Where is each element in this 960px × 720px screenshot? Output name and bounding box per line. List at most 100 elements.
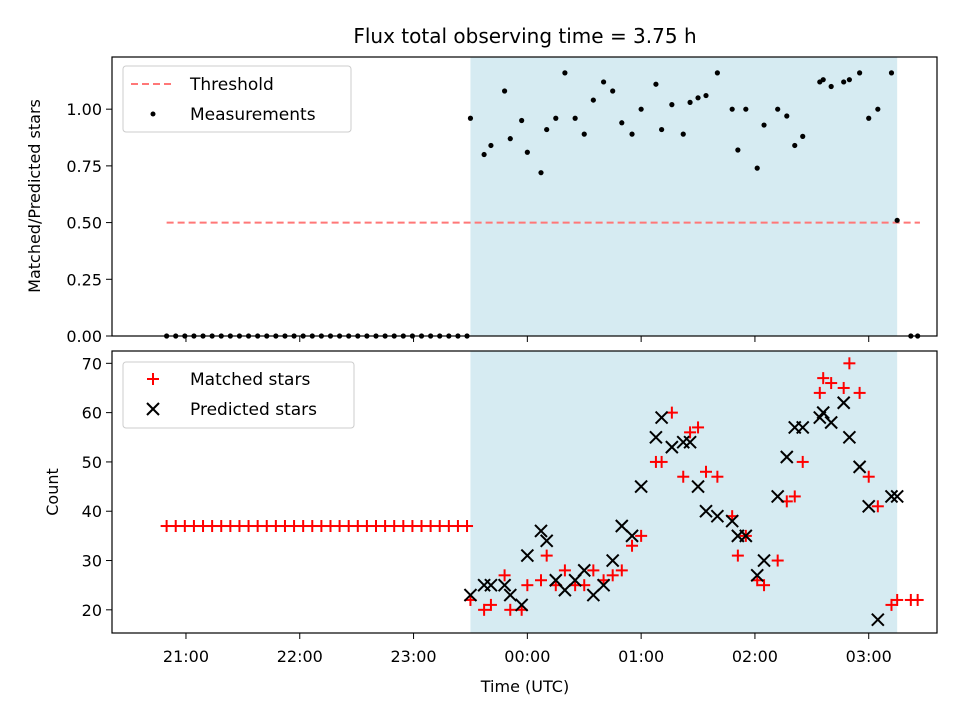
predicted-star-point xyxy=(725,514,739,528)
predicted-star-point xyxy=(558,583,572,597)
observing-window-shade-bottom xyxy=(470,351,898,633)
bottom-panel: 20 30 40 50 60 70 21:00 22:00 23:00 00:00 01:00 02:… xyxy=(43,350,938,696)
top-legend-box xyxy=(122,65,352,133)
top-y-axis-label: Matched/Predicted stars xyxy=(25,99,44,293)
predicted-star-point xyxy=(484,578,498,592)
measurement-point xyxy=(743,106,749,112)
matched-star-point xyxy=(796,455,809,468)
predicted-star-point xyxy=(625,529,639,543)
bottom-y-tick-label: 60 xyxy=(82,404,102,423)
matched-star-point xyxy=(558,564,571,577)
measurement-point xyxy=(544,126,550,133)
matched-star-point xyxy=(862,470,875,483)
bottom-y-tick-label: 40 xyxy=(82,502,102,521)
top-y-tick-label: 0.25 xyxy=(66,270,102,289)
measurement-point xyxy=(735,147,741,153)
measurement-point xyxy=(784,113,790,119)
measurement-point xyxy=(467,115,474,121)
predicted-star-point xyxy=(497,578,512,592)
predicted-star-point xyxy=(665,440,679,454)
predicted-star-point xyxy=(816,405,830,420)
bottom-legend-box xyxy=(122,361,355,429)
measurement-point xyxy=(629,131,635,137)
measurement-point xyxy=(519,117,525,124)
predicted-star-point xyxy=(739,529,753,543)
top-plot-frame xyxy=(111,56,938,337)
measurement-point xyxy=(846,77,852,83)
matched-star-point xyxy=(788,490,801,503)
measurement-point xyxy=(792,142,798,149)
predicted-star-point xyxy=(796,420,810,435)
matched-star-point xyxy=(535,574,547,587)
measurement-point xyxy=(581,131,587,137)
predicted-star-point xyxy=(503,588,517,602)
predicted-star-point xyxy=(654,410,669,425)
top-plot-marks xyxy=(164,70,921,339)
matched-star-point xyxy=(731,549,744,562)
matched-star-point xyxy=(615,564,628,577)
matched-star-point xyxy=(587,564,600,577)
measurement-point xyxy=(619,120,625,126)
measurement-point xyxy=(562,70,568,76)
measurement-point xyxy=(659,126,665,133)
predicted-star-point xyxy=(770,489,785,504)
measurement-point xyxy=(888,70,895,76)
top-y-tick-label: 1.00 xyxy=(66,100,102,119)
measurement-point xyxy=(775,106,781,112)
matched-star-point xyxy=(498,569,511,582)
legend-matched-swatch xyxy=(147,373,159,385)
predicted-star-point xyxy=(757,553,771,568)
bottom-plot-frame xyxy=(111,350,938,634)
measurement-point xyxy=(638,106,644,112)
measurement-point xyxy=(820,77,826,83)
measurement-point xyxy=(680,131,686,137)
matched-star-point xyxy=(655,455,668,468)
matched-star-point xyxy=(484,598,497,611)
measurement-point xyxy=(538,170,544,176)
bottom-legend: Matched stars Predicted stars xyxy=(122,361,355,429)
matched-star-point xyxy=(825,377,838,390)
matched-star-point xyxy=(871,500,884,513)
x-axis-label: Time (UTC) xyxy=(480,677,569,696)
predicted-star-point xyxy=(649,430,663,444)
measurement-point xyxy=(481,151,487,158)
matched-star-point xyxy=(606,569,619,582)
bottom-plot-marks xyxy=(160,357,924,627)
measurement-point xyxy=(687,99,693,105)
x-tick-label: 03:00 xyxy=(846,647,892,666)
legend-threshold-label: Threshold xyxy=(189,75,274,95)
predicted-star-point xyxy=(862,499,876,514)
matched-star-point xyxy=(504,603,517,616)
measurement-point xyxy=(553,115,559,121)
predicted-star-point xyxy=(534,524,548,538)
matched-star-point xyxy=(758,579,771,592)
measurement-point xyxy=(590,97,596,103)
matched-star-point xyxy=(813,386,826,399)
predicted-star-point xyxy=(871,612,885,627)
measurement-point xyxy=(507,136,513,142)
bottom-ticks: 20 30 40 50 60 70 21:00 22:00 23:00 00:00 01:00 02:… xyxy=(82,354,892,666)
top-y-tick-label: 0.75 xyxy=(66,157,102,176)
legend-predicted-swatch xyxy=(146,402,160,416)
predicted-star-point xyxy=(780,450,794,464)
x-tick-label: 21:00 xyxy=(163,647,209,666)
matched-star-point xyxy=(461,520,474,533)
measurement-point xyxy=(572,115,578,121)
x-tick-label: 23:00 xyxy=(390,647,436,666)
predicted-star-point xyxy=(836,396,851,410)
matched-star-point xyxy=(711,470,724,483)
predicted-star-point xyxy=(596,578,611,592)
matched-star-point xyxy=(853,386,866,399)
predicted-star-point xyxy=(699,504,713,518)
predicted-star-point xyxy=(605,553,620,568)
matched-star-point xyxy=(817,372,830,385)
measurement-point xyxy=(703,92,709,99)
measurement-point xyxy=(653,81,659,87)
top-ticks: 0.00 0.25 0.50 0.75 1.00 xyxy=(66,100,870,346)
matched-star-point xyxy=(891,593,904,606)
observing-window-shade-top xyxy=(470,57,898,336)
predicted-star-point xyxy=(634,479,648,494)
matched-star-point xyxy=(771,554,784,567)
measurement-point xyxy=(894,217,900,223)
